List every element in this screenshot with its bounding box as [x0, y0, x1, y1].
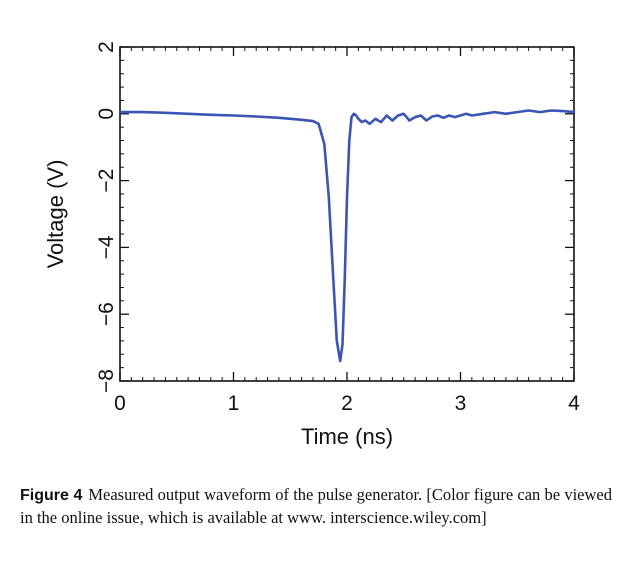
figure-caption: Figure 4 Measured output waveform of the … — [20, 484, 612, 529]
caption-text: Measured output waveform of the pulse ge… — [20, 485, 612, 527]
waveform-chart: 0 1 2 3 4 2 0 −2 −4 −6 −8 Time (ns) Voltage (V) — [43, 41, 580, 449]
x-tick-label: 0 — [114, 392, 126, 415]
x-tick-label: 1 — [228, 392, 240, 415]
x-tick-label: 3 — [455, 392, 467, 415]
y-axis-label: Voltage (V) — [43, 160, 68, 269]
x-tick-label: 4 — [568, 392, 580, 415]
y-tick-label: 2 — [95, 41, 118, 53]
y-tick-label: −4 — [95, 235, 118, 259]
tick-labels: 0 1 2 3 4 2 0 −2 −4 −6 −8 — [95, 41, 580, 415]
figure-label: Figure 4 — [20, 487, 83, 504]
y-tick-label: −2 — [95, 169, 118, 193]
x-axis-label: Time (ns) — [301, 424, 393, 449]
voltage-series-line — [118, 109, 576, 363]
axis-ticks — [119, 46, 575, 382]
y-tick-label: −6 — [95, 302, 118, 326]
x-tick-label: 2 — [341, 392, 353, 415]
y-tick-label: 0 — [95, 108, 118, 120]
y-tick-label: −8 — [95, 369, 118, 393]
